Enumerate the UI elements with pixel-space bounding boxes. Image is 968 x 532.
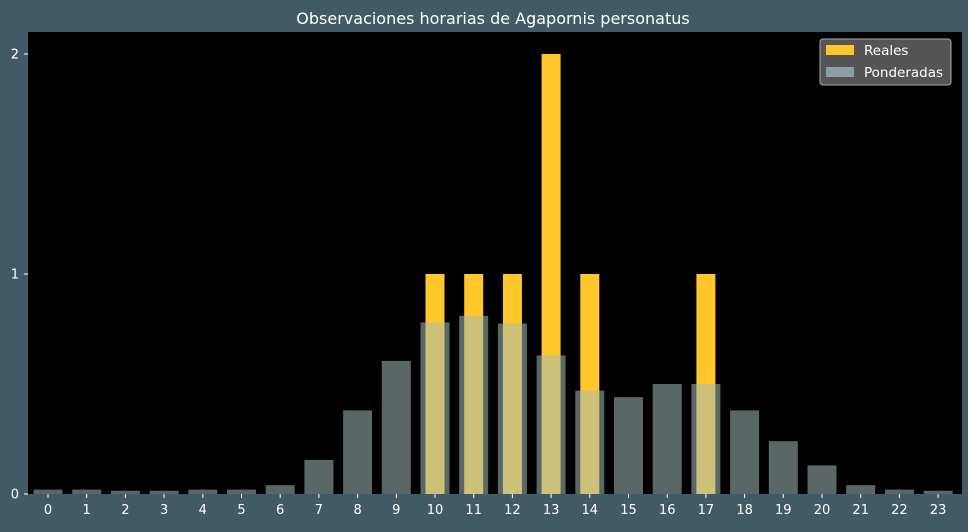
y-axis: 0 1 2 xyxy=(11,48,28,503)
bar-ponderadas-19 xyxy=(768,441,798,494)
y-tick-label-2: 2 xyxy=(11,48,19,63)
x-tick-label-14: 14 xyxy=(582,503,599,518)
bar-ponderadas-15 xyxy=(614,397,643,494)
x-tick-label-6: 6 xyxy=(276,503,284,518)
bar-ponderadas-20 xyxy=(807,465,837,494)
x-tick-label-9: 9 xyxy=(392,503,400,518)
chart-title: Observaciones horarias de Agapornis pers… xyxy=(296,9,689,28)
x-tick-label-16: 16 xyxy=(659,503,676,518)
bar-ponderadas-16 xyxy=(652,384,682,494)
x-tick-label-1: 1 xyxy=(83,503,91,518)
x-tick-label-11: 11 xyxy=(465,503,482,518)
bar-ponderadas-12 xyxy=(497,323,527,494)
x-tick-label-12: 12 xyxy=(504,503,521,518)
bar-ponderadas-10 xyxy=(420,322,450,494)
x-tick-label-5: 5 xyxy=(237,503,245,518)
bar-ponderadas-4 xyxy=(188,489,218,494)
legend-swatch-reales xyxy=(826,45,854,55)
x-axis: 0 1 2 3 4 5 6 7 8 9 10 11 12 13 14 15 16 17 18 19 20 21 22 23 xyxy=(44,494,947,518)
bar-ponderadas-23 xyxy=(923,490,953,494)
x-tick-label-15: 15 xyxy=(620,503,637,518)
y-tick-label-1: 1 xyxy=(11,268,19,283)
bar-ponderadas-8 xyxy=(343,410,373,494)
x-tick-label-23: 23 xyxy=(930,503,947,518)
bar-ponderadas-14 xyxy=(575,390,605,494)
x-tick-label-2: 2 xyxy=(121,503,129,518)
ponderadas-series xyxy=(33,315,953,494)
bar-ponderadas-11 xyxy=(459,315,489,494)
bar-ponderadas-7 xyxy=(304,459,334,494)
x-tick-label-4: 4 xyxy=(199,503,207,518)
x-tick-label-22: 22 xyxy=(891,503,908,518)
bar-ponderadas-18 xyxy=(730,410,760,494)
legend-label-reales: Reales xyxy=(864,43,908,59)
x-tick-label-18: 18 xyxy=(736,503,753,518)
plot-area xyxy=(28,32,962,494)
x-tick-label-19: 19 xyxy=(775,503,792,518)
x-tick-label-0: 0 xyxy=(44,503,52,518)
bar-ponderadas-0 xyxy=(33,489,63,494)
bar-ponderadas-22 xyxy=(884,489,914,494)
x-tick-label-3: 3 xyxy=(160,503,168,518)
bar-ponderadas-9 xyxy=(381,360,411,494)
x-tick-label-17: 17 xyxy=(698,503,715,518)
x-tick-label-20: 20 xyxy=(814,503,831,518)
x-tick-label-10: 10 xyxy=(427,503,444,518)
bar-ponderadas-2 xyxy=(110,490,140,494)
bar-ponderadas-5 xyxy=(227,489,256,494)
x-tick-label-13: 13 xyxy=(543,503,560,518)
x-tick-label-21: 21 xyxy=(852,503,869,518)
y-tick-label-0: 0 xyxy=(11,488,19,503)
bar-ponderadas-13 xyxy=(536,355,566,494)
x-tick-label-7: 7 xyxy=(315,503,323,518)
x-tick-label-8: 8 xyxy=(353,503,361,518)
legend: Reales Ponderadas xyxy=(819,38,952,86)
bar-ponderadas-6 xyxy=(265,485,295,494)
bar-ponderadas-17 xyxy=(691,384,721,494)
legend-label-ponderadas: Ponderadas xyxy=(864,65,943,81)
legend-swatch-ponderadas xyxy=(826,67,854,77)
bar-ponderadas-3 xyxy=(149,490,179,494)
bar-ponderadas-1 xyxy=(72,489,102,494)
bar-ponderadas-21 xyxy=(846,485,876,494)
